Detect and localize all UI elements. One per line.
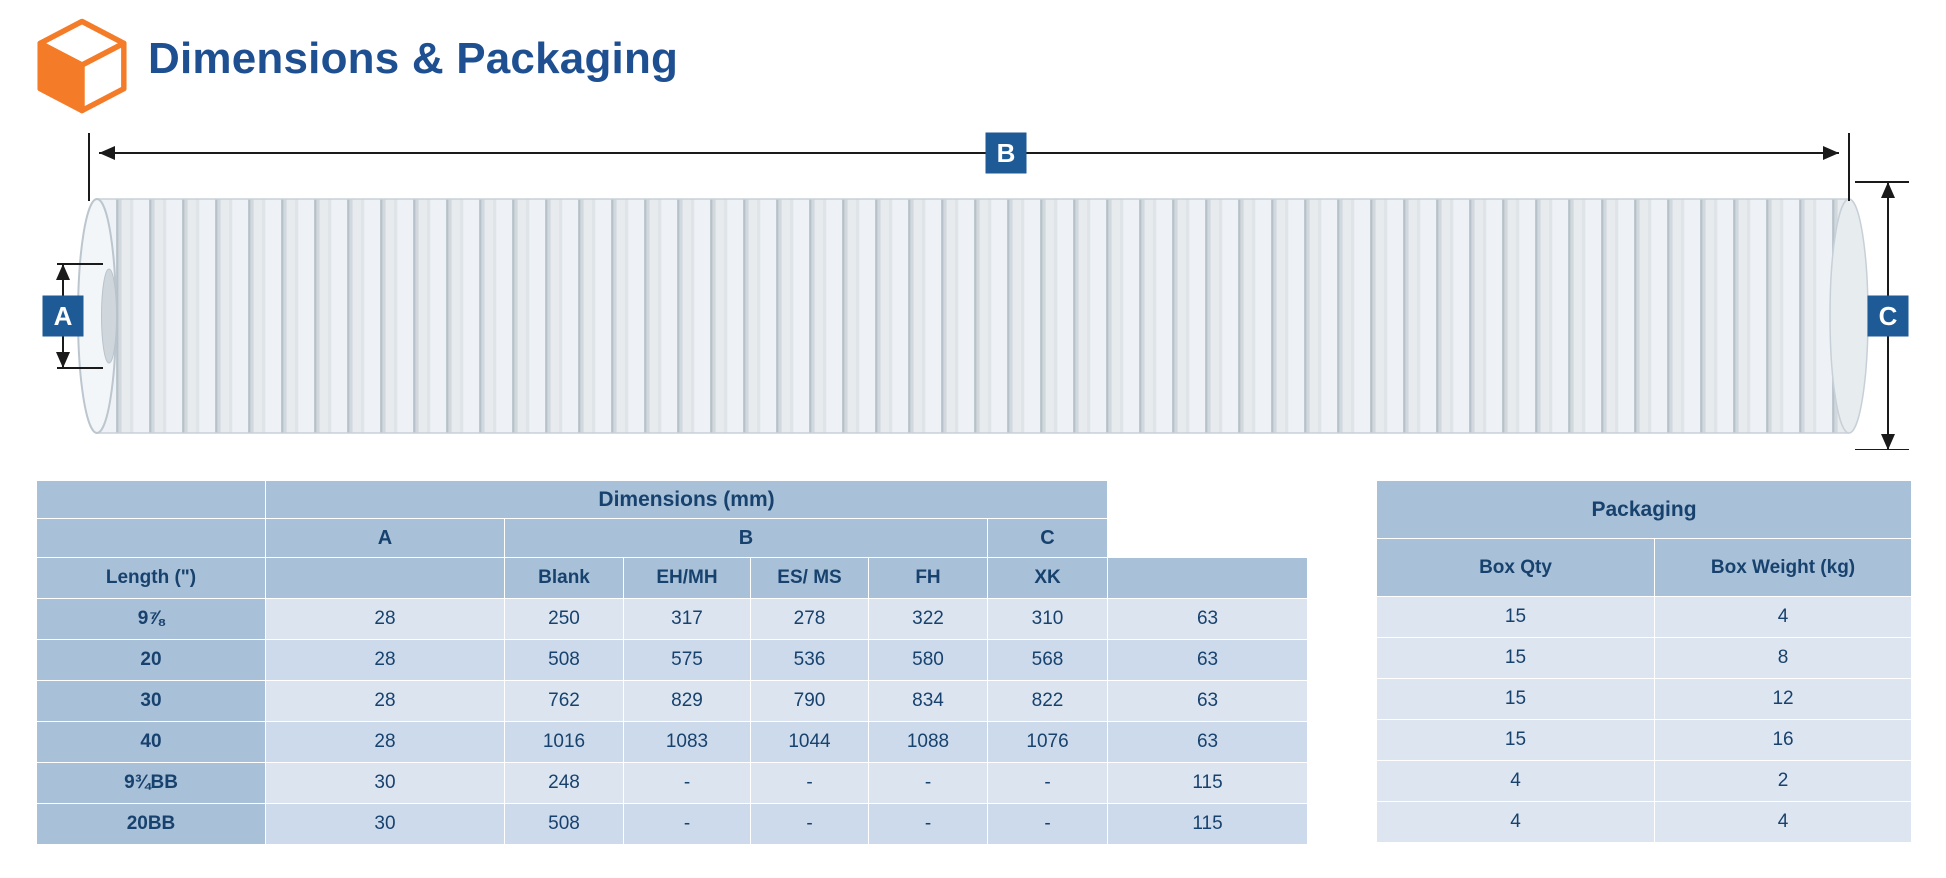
- svg-text:C: C: [1879, 301, 1898, 331]
- svg-text:B: B: [997, 138, 1016, 168]
- svg-text:A: A: [54, 301, 73, 331]
